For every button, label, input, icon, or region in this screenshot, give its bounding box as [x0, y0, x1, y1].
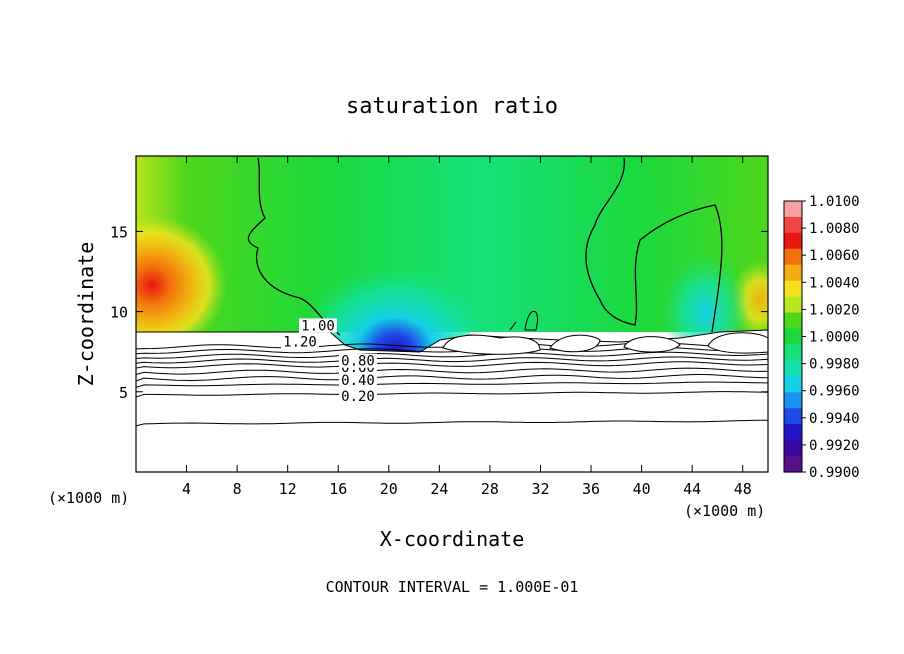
cool-region-right [660, 240, 750, 360]
colorbar-label: 1.0060 [809, 248, 860, 264]
colorbar: 1.0100 1.0080 1.0060 1.0040 1.0020 1.0000 0.99… [783, 194, 860, 481]
small-contour-a [524, 310, 538, 331]
colorbar-swatch [784, 216, 802, 234]
colorbar-swatch [784, 312, 802, 330]
isoline [136, 419, 768, 427]
isoline [136, 367, 768, 375]
cool-region-center [310, 230, 480, 370]
colorbar-label: 1.0020 [809, 302, 860, 318]
colorbar-swatch [784, 456, 802, 473]
y-tick-label: 10 [110, 304, 128, 322]
colorbar-label: 1.0000 [809, 330, 860, 346]
isoline [136, 374, 768, 382]
x-tick-label: 36 [582, 480, 600, 498]
isoline [136, 361, 768, 369]
contour-label: 0.20 [341, 389, 375, 405]
contour-label-bg [339, 353, 377, 368]
contour-label-bg [339, 389, 377, 404]
y-tick-label: 5 [119, 384, 128, 402]
colorbar-label: 1.0080 [809, 221, 860, 237]
isoline [136, 356, 768, 364]
y-axis-label: Z-coordinate [74, 242, 98, 387]
colorbar-label: 0.9940 [809, 411, 860, 427]
colorbar-swatch [784, 392, 802, 409]
x-tick-label: 8 [233, 480, 242, 498]
x-axis: 4 8 12 16 20 24 28 32 36 40 44 48 [182, 156, 752, 498]
contour-label: 1.00 [301, 318, 335, 334]
chart-title: saturation ratio [346, 94, 558, 119]
colorbar-swatch [784, 376, 802, 393]
colorbar-label: 1.0040 [809, 275, 860, 291]
contour-label: 0.40 [341, 373, 375, 389]
isoline [136, 381, 768, 388]
x-tick-label: 4 [182, 480, 191, 498]
cloud-blob-4 [707, 332, 768, 354]
colorbar-swatch [784, 264, 802, 282]
small-contour-b [509, 321, 517, 331]
x-unit-right: (×1000 m) [684, 502, 765, 520]
colorbar-swatch [784, 440, 802, 457]
colorbar-label: 0.9980 [809, 357, 860, 373]
isoline [136, 351, 768, 359]
contour-interval-note: CONTOUR INTERVAL = 1.000E-01 [326, 578, 579, 596]
colorbar-label: 1.0100 [809, 194, 860, 210]
colorbar-swatch [784, 232, 802, 250]
colorbar-label: 0.9920 [809, 438, 860, 454]
x-tick-label: 24 [430, 480, 448, 498]
colorbar-label: 0.9960 [809, 384, 860, 400]
contour-label: 0.80 [341, 354, 375, 370]
x-tick-label: 44 [683, 480, 701, 498]
isoline [136, 391, 768, 398]
x-unit-left: (×1000 m) [48, 489, 129, 507]
colorbar-swatch [784, 248, 802, 266]
colorbar-swatch [784, 280, 802, 298]
contour-label-bg [299, 318, 337, 333]
x-axis-label: X-coordinate [380, 527, 525, 551]
contour-label-bg [281, 334, 319, 349]
y-axis: 5 10 15 [110, 223, 768, 402]
colorbar-swatch [784, 360, 802, 377]
contour-label: 1.20 [283, 334, 317, 350]
colorbar-label: 0.9900 [809, 465, 860, 481]
colorbar-swatch [784, 201, 802, 218]
x-tick-label: 32 [531, 480, 549, 498]
colorbar-swatch [784, 296, 802, 314]
contour-label-bg [339, 372, 377, 387]
colorbar-swatch [784, 424, 802, 441]
contour-1.00-upper-left [247, 157, 341, 336]
contour-labels: 0.200.400.600.801.201.00 [281, 318, 377, 405]
warm-region-left [136, 215, 227, 355]
x-tick-label: 12 [279, 480, 297, 498]
colorbar-swatch [784, 408, 802, 425]
x-tick-label: 16 [329, 480, 347, 498]
colorbar-swatch [784, 328, 802, 346]
cloud-blob-3 [623, 336, 681, 353]
plot-frame [135, 155, 769, 473]
plot-area [136, 156, 768, 472]
x-tick-label: 40 [633, 480, 651, 498]
contour-1.00-upper-right [585, 157, 723, 333]
x-tick-label: 48 [734, 480, 752, 498]
y-tick-label: 15 [110, 223, 128, 241]
cloud-blob-2 [549, 334, 601, 353]
x-tick-label: 20 [380, 480, 398, 498]
colorbar-swatch [784, 344, 802, 362]
x-tick-label: 28 [481, 480, 499, 498]
cloud-blob-1 [442, 334, 541, 355]
